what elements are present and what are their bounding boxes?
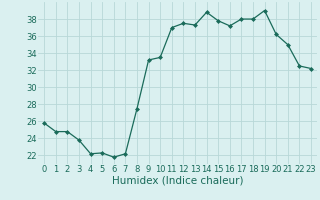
X-axis label: Humidex (Indice chaleur): Humidex (Indice chaleur) (112, 176, 243, 186)
